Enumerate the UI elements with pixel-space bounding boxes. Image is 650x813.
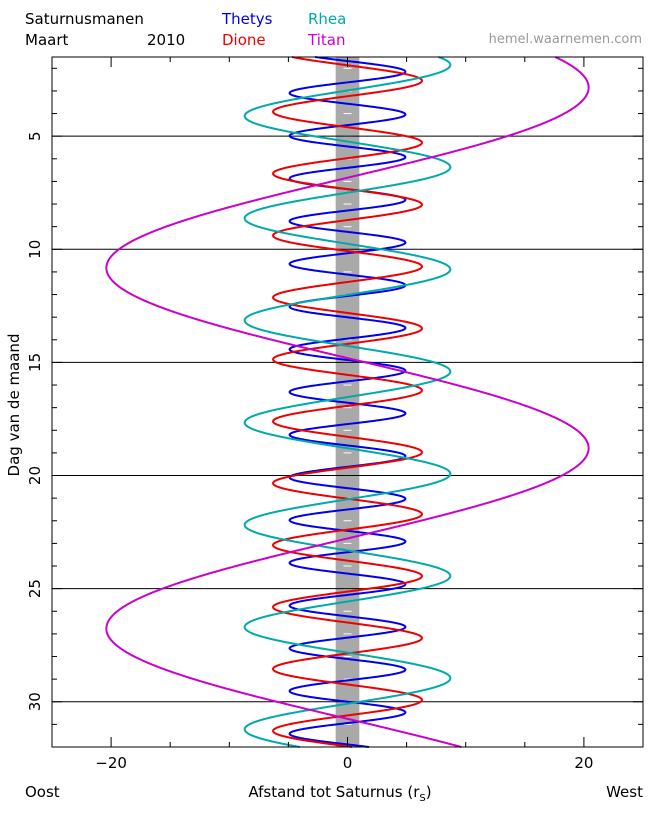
series-line-rhea xyxy=(243,56,452,748)
x-axis-label: Afstand tot Saturnus (rS) xyxy=(248,783,431,804)
legend-thetys: Thetys xyxy=(222,10,273,28)
y-tick-label: 15 xyxy=(26,353,44,372)
legend-dione: Dione xyxy=(222,31,266,49)
tick-label-layer: −20 0 20 5 10 15 20 25 30 xyxy=(26,131,593,772)
x-tick-label: 0 xyxy=(343,754,353,772)
year-label: 2010 xyxy=(147,31,186,49)
x-axis-label-main: Afstand tot Saturnus (r xyxy=(248,783,420,801)
legend-titan: Titan xyxy=(308,31,346,49)
y-tick-label: 25 xyxy=(26,579,44,598)
y-tick-label: 5 xyxy=(26,131,44,141)
chart-title: Saturnusmanen xyxy=(25,10,144,28)
x-axis-label-subscript: S xyxy=(419,793,425,804)
gridline-layer xyxy=(52,135,643,703)
series-layer xyxy=(105,56,590,748)
series-line-titan xyxy=(105,56,590,748)
y-tick-label: 10 xyxy=(26,240,44,259)
y-tick-label: 30 xyxy=(26,692,44,711)
legend-rhea: Rhea xyxy=(308,10,347,28)
x-tick-label: 20 xyxy=(574,754,593,772)
series-line-dione xyxy=(272,56,423,748)
website-label: hemel.waarnemen.com xyxy=(488,32,642,47)
x-axis-label-close: ) xyxy=(426,783,432,801)
x-axis-right-label: West xyxy=(606,783,643,801)
y-tick-label: 20 xyxy=(26,466,44,485)
plot-frame xyxy=(51,56,644,748)
month-label: Maart xyxy=(25,31,69,49)
series-line-thetys xyxy=(288,56,407,748)
y-axis-label: Dag van de maand xyxy=(5,334,23,477)
x-axis-left-label: Oost xyxy=(25,783,60,801)
x-tick-label: −20 xyxy=(95,754,127,772)
